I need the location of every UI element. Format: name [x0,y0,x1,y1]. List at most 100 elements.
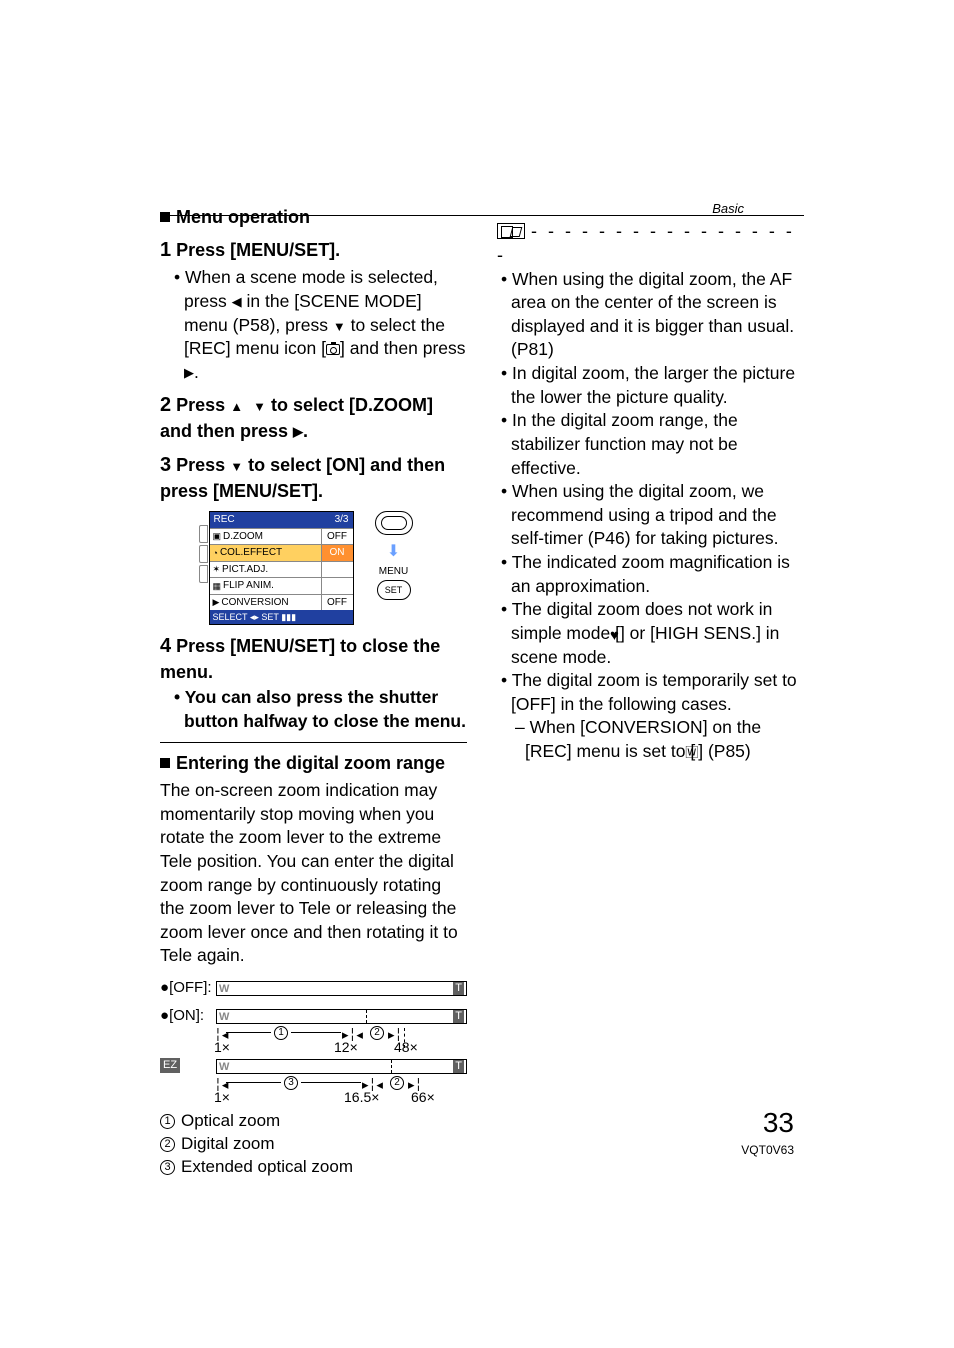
step-4: 4 Press [MENU/SET] to close the menu. • … [160,633,467,734]
menu-box: REC 3/3 ▣D.ZOOM OFF ◔COL.EFFECT ON ✶PICT.A… [209,511,354,625]
zoom-on-anno: ╎◂ 1 ▸╎◂ 2 ▸╎ 1× 12× 48× [216,1026,467,1054]
left-column: Menu operation 1 Press [MENU/SET]. • Whe… [160,205,467,1179]
zoom-bars: ●[OFF]: W T ●[ON]: W T ╎◂ 1 [160,978,467,1104]
row-icon: ▦ [213,580,222,592]
off-label: [OFF]: [169,979,212,996]
menu-title: REC [214,513,235,527]
zoom-ez-anno: ╎◂ 3 ▸╎◂ 2 ▸╎ 1× 16.5× 66× [216,1076,467,1104]
note-4: • When using the digital zoom, we recomm… [501,480,804,551]
note-5: • The indicated zoom magnification is an… [501,551,804,598]
menu-row-flipanim: ▦FLIP ANIM. [210,577,353,594]
entering-title-text: Entering the digital zoom range [176,753,445,773]
row-label: CONVERSION [221,596,288,610]
zoom-on-row: ●[ON]: W T [160,1006,467,1026]
note-1: • When using the digital zoom, the AF ar… [501,268,804,363]
legend-1: 1Optical zoom [160,1110,467,1133]
dash-line-icon [391,1060,392,1073]
menu-label: MENU [369,565,419,579]
zoom-off-row: ●[OFF]: W T [160,978,467,998]
note-conv-b: ] (P85) [698,741,751,761]
row-icon: ▣ [213,530,222,542]
step-1-sub: • When a scene mode is selected, press i… [174,266,467,384]
menu-row-conversion: ▶CONVERSION OFF [210,594,353,611]
dash-line-icon [366,1010,367,1023]
ez-badge: EZ [160,1058,180,1073]
arrow-down-icon: ⬇ [369,541,419,563]
note-simple: • The digital zoom does not work in simp… [501,598,804,669]
w-label: W [219,982,229,997]
x1: 1× [214,1038,230,1057]
note-icon [497,223,525,239]
page-number-value: 33 [741,1104,794,1142]
x12: 12× [334,1038,358,1057]
row-val: ON [321,545,353,561]
triangle-up-icon [230,395,243,415]
row-label: COL.EFFECT [220,546,282,560]
w-label: W [219,1060,229,1075]
menu-row-dzoom: ▣D.ZOOM OFF [210,528,353,545]
t-label: T [453,1010,464,1023]
square-bullet-icon [160,758,170,768]
note-4-text: When using the digital zoom, we recommen… [511,481,778,548]
note-1-text: When using the digital zoom, the AF area… [511,269,794,360]
menu-head: REC 3/3 [210,512,353,528]
menu-operation-title: Menu operation [160,205,467,229]
note-temp: • The digital zoom is temporarily set to… [501,669,804,716]
entering-paragraph: The on-screen zoom indication may moment… [160,779,467,968]
step-4-text: Press [MENU/SET] to close the menu. [160,636,440,682]
note-header: - - - - - - - - - - - - - - - - - [497,219,804,268]
entering-title: Entering the digital zoom range [160,751,467,775]
row-val: OFF [321,595,353,611]
legend-2-text: Digital zoom [181,1133,275,1156]
triangle-down-icon [333,315,346,335]
right-column: - - - - - - - - - - - - - - - - - • When… [497,205,804,1179]
row-icon: ◔ [213,547,218,559]
zoom-ez-bar: W T [216,1059,467,1074]
camera-icon [326,344,340,355]
step-2-num: 2 [160,394,171,416]
dpad-column: ⬇ MENU SET [369,511,419,600]
step1-sub-e: . [194,362,199,382]
step2-a: Press [176,395,225,415]
note-conv: – When [CONVERSION] on the [REC] menu is… [515,716,804,763]
step-1: 1 Press [MENU/SET]. • When a scene mode … [160,237,467,384]
square-bullet-icon [160,212,170,222]
separator [160,742,467,743]
rec-menu-illustration: REC 3/3 ▣D.ZOOM OFF ◔COL.EFFECT ON ✶PICT.A… [209,511,419,625]
note-3: • In the digital zoom range, the stabili… [501,409,804,480]
row-val: OFF [321,529,353,545]
note-2-text: In digital zoom, the larger the picture … [511,363,795,407]
set-button-icon: SET [377,580,411,600]
step3-a: Press [176,455,225,475]
step-1-text: Press [MENU/SET]. [176,240,340,260]
step-2: 2 Press to select [D.ZOOM] and then pres… [160,392,467,443]
top-rule [160,215,804,216]
legend-2: 2Digital zoom [160,1133,467,1156]
step1-sub-d: ] and then press [340,338,466,358]
row-icon: ▶ [213,596,220,608]
triangle-down-icon [230,455,243,475]
t-label: T [453,982,464,995]
menu-foot: SELECT ◂▸ SET ▮▮▮ [210,610,353,624]
zoom-legend: 1Optical zoom 2Digital zoom 3Extended op… [160,1110,467,1179]
triangle-down-icon [253,395,266,415]
triangle-right-icon [184,362,194,382]
page-columns: Menu operation 1 Press [MENU/SET]. • Whe… [0,0,954,1179]
legend-1-text: Optical zoom [181,1110,280,1133]
menu-row-pictadj: ✶PICT.ADJ. [210,561,353,578]
menu-row-coleffect: ◔COL.EFFECT ON [210,544,353,561]
row-val [321,562,353,578]
dash-line: - - - - - - - - - - - - - - - - - [497,221,795,265]
triangle-right-icon [293,421,303,441]
menu-operation-text: Menu operation [176,207,310,227]
note-3-text: In the digital zoom range, the stabilize… [511,410,738,477]
menu-page: 3/3 [335,513,349,527]
legend-3: 3Extended optical zoom [160,1156,467,1179]
dpad-icon [375,511,413,535]
x48: 48× [394,1038,418,1057]
zoom-on-bar: W T [216,1009,467,1024]
note-temp-text: The digital zoom is temporarily set to [… [511,670,797,714]
x66: 66× [411,1088,435,1107]
row-label: D.ZOOM [223,530,263,544]
step-1-num: 1 [160,239,171,261]
